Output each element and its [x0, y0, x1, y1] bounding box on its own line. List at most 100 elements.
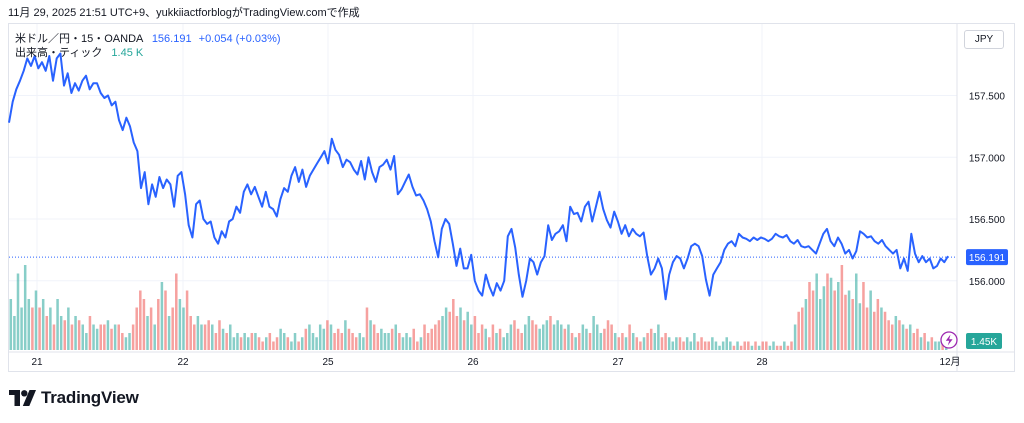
last-price-tag [966, 249, 1008, 266]
volume-bar [207, 320, 210, 350]
volume-bar [876, 299, 880, 350]
symbol-name[interactable]: 米ドル／円・15・OANDA [15, 33, 143, 45]
volume-bar [13, 316, 16, 350]
volume-bar [401, 337, 405, 350]
volume-bar [31, 307, 34, 350]
volume-bar [340, 333, 344, 350]
volume-bar [898, 320, 901, 350]
volume-bar [376, 333, 380, 350]
volume-bar [934, 341, 937, 350]
volume-bar [347, 328, 351, 350]
volume-bar [146, 316, 149, 350]
x-tick-label: 26 [467, 357, 479, 368]
volume-bar [484, 328, 487, 350]
volume-value: 1.45 K [111, 47, 144, 59]
volume-bar [121, 333, 124, 350]
volume-bar [311, 333, 315, 350]
volume-bar [444, 307, 448, 350]
volume-bar [408, 337, 412, 350]
volume-bar [85, 333, 88, 350]
volume-bar [239, 337, 243, 350]
volume-bar [336, 328, 340, 350]
volume-bar [437, 320, 441, 350]
volume-bar [477, 333, 480, 350]
volume-bar [99, 324, 103, 350]
volume-bar [261, 341, 264, 350]
volume-bar [923, 333, 926, 350]
volume-bar [387, 333, 390, 350]
volume-bar [901, 324, 905, 350]
volume-indicator-name[interactable]: 出来高・ティック [15, 47, 103, 59]
price-tags: 156.191 1.45K [966, 249, 1008, 349]
volume-bar [243, 333, 246, 350]
volume-bar [423, 324, 426, 350]
tradingview-brand[interactable]: TradingView [9, 388, 139, 408]
volume-bar [631, 333, 635, 350]
volume-bar [642, 337, 646, 350]
volume-bar [696, 341, 700, 350]
volume-bar [74, 316, 77, 350]
volume-bar [297, 341, 300, 350]
volume-bar [300, 337, 304, 350]
volume-bar [59, 316, 63, 350]
volume-bar [552, 324, 556, 350]
volume-bar [610, 324, 613, 350]
volume-bar [872, 311, 876, 350]
volume-bar [624, 337, 628, 350]
volume-bar [628, 324, 631, 350]
volume-bar [257, 337, 261, 350]
volume-bar [236, 333, 239, 350]
volume-bar [725, 337, 729, 350]
volume-bar [394, 324, 398, 350]
volume-bar [516, 328, 520, 350]
volume-bar [534, 324, 538, 350]
volume-bar [434, 324, 437, 350]
currency-button[interactable]: JPY [964, 30, 1004, 49]
volume-bar [919, 337, 923, 350]
lightning-alert-icon[interactable] [940, 331, 958, 349]
volume-bar [117, 324, 120, 350]
volume-bar [657, 324, 660, 350]
volume-bar [869, 290, 872, 350]
volume-bar [38, 307, 41, 350]
volume-bar [574, 337, 577, 350]
volume-bar [854, 273, 858, 350]
volume-bar [646, 333, 649, 350]
volume-bar [246, 337, 250, 350]
volume-bar [106, 320, 110, 350]
volume-bar [808, 282, 811, 350]
volume-bar [707, 341, 711, 350]
volume-bar [729, 341, 732, 350]
volume-bar [930, 337, 934, 350]
volume-bar [250, 333, 254, 350]
volume-bar [556, 320, 559, 350]
volume-bar [63, 320, 67, 350]
volume-bar [912, 333, 916, 350]
volume-bar [200, 324, 203, 350]
volume-bar [703, 341, 707, 350]
volume-bar [718, 345, 721, 350]
volume-bar [448, 311, 451, 350]
volume-bar [225, 333, 228, 350]
volume-bar [621, 333, 624, 350]
volume-bar [524, 324, 527, 350]
time-axis: 21 22 25 26 27 28 12月 [31, 356, 960, 368]
volume-bar [452, 299, 455, 350]
volume-bar [890, 324, 894, 350]
volume-bar [685, 337, 689, 350]
volume-bar [581, 324, 585, 350]
volume-bar [290, 341, 293, 350]
volume-bar [455, 316, 459, 350]
volume-bar [502, 337, 505, 350]
volume-bar [351, 333, 354, 350]
volume-bar [52, 324, 56, 350]
volume-bar [858, 303, 862, 350]
volume-bar [322, 328, 326, 350]
volume-tag [966, 333, 1002, 349]
volume-bar [916, 328, 919, 350]
volume-bar [462, 320, 466, 350]
volume-bar [714, 341, 718, 350]
volume-bar [232, 337, 236, 350]
last-price: 156.191 [151, 33, 192, 45]
